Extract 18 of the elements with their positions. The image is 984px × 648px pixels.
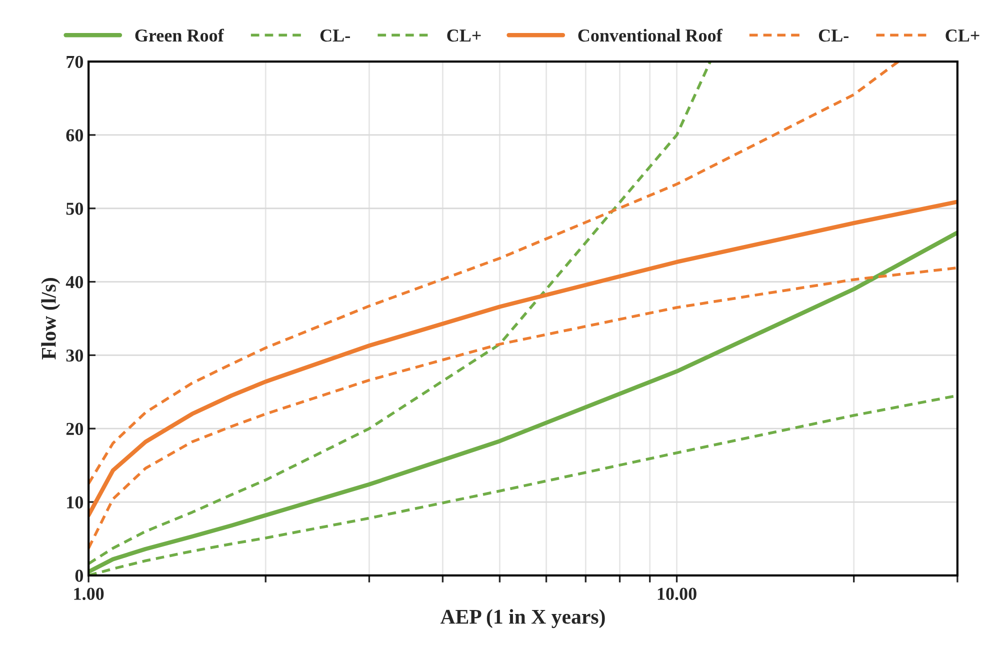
y-tick-label: 50 (66, 202, 84, 215)
legend-label: CL+ (946, 30, 980, 42)
y-tick-label: 70 (66, 56, 84, 68)
y-tick-label: 40 (66, 276, 84, 288)
legend-label: CL- (320, 30, 350, 42)
legend-label: CL- (818, 30, 848, 42)
legend-label: CL+ (447, 30, 481, 42)
x-axis-title: AEP (1 in X years) (440, 609, 605, 628)
y-tick-label: 60 (66, 129, 84, 142)
x-tick-label: 1.00 (74, 588, 104, 600)
y-axis-title: Flow (l/s) (41, 278, 60, 360)
y-tick-label: 30 (66, 349, 84, 362)
y-tick-label: 0 (75, 570, 84, 582)
x-tick-label: 10.00 (658, 588, 696, 600)
y-tick-label: 10 (67, 496, 84, 508)
legend-label: Conventional Roof (578, 28, 723, 42)
y-tick-label: 20 (66, 422, 84, 436)
legend-label: Green Roof (135, 28, 224, 42)
